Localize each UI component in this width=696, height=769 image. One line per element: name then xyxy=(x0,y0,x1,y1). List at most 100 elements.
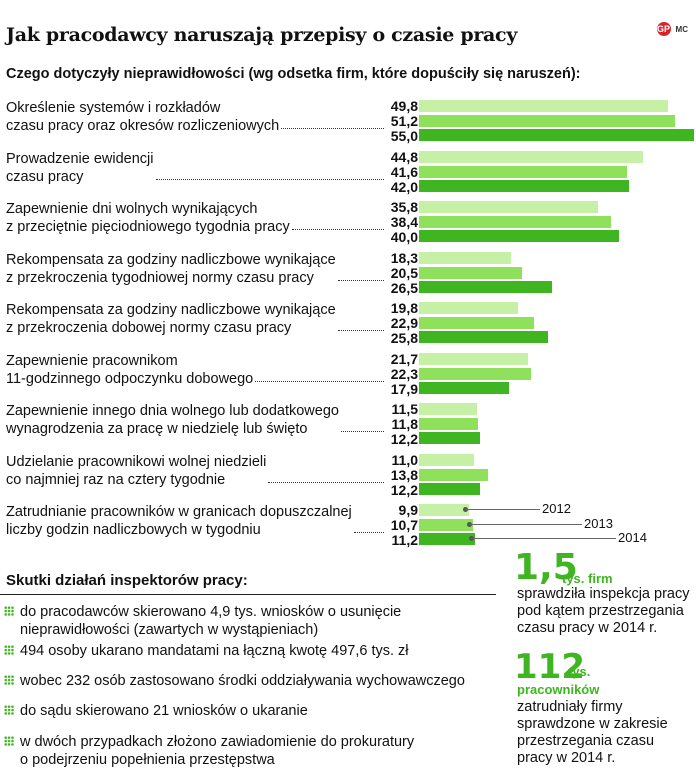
chart-row: Zatrudnianie pracowników w granicach dop… xyxy=(0,503,696,549)
dots-grid-icon xyxy=(4,736,14,746)
category-label: Zapewnienie innego dnia wolnego lub doda… xyxy=(6,402,339,438)
leader-dots xyxy=(337,330,384,331)
value-labels: 11,0 13,8 12,2 xyxy=(372,452,418,498)
stat-unit: tys. xyxy=(568,664,591,679)
legend-label-2014: 2014 xyxy=(618,530,647,545)
effect-text: 494 osoby ukarano mandatami na łączną kw… xyxy=(20,642,409,660)
value-labels: 19,8 22,9 25,8 xyxy=(372,301,418,346)
effect-text: wobec 232 osób zastosowano środki oddzia… xyxy=(20,672,465,690)
category-label-line2: co najmniej raz na cztery tygodnie xyxy=(6,471,226,488)
value-label-2013: 41,6 xyxy=(390,163,418,180)
chart-row: Zapewnienie innego dnia wolnego lub doda… xyxy=(0,402,696,448)
effect-text: do sądu skierowano 21 wniosków o ukarani… xyxy=(20,702,308,720)
bar-2014 xyxy=(419,129,694,141)
bar-2014 xyxy=(419,381,509,394)
category-label: Zatrudnianie pracowników w granicach dop… xyxy=(6,503,352,539)
value-labels: 18,3 20,5 26,5 xyxy=(372,249,418,296)
stat-desc-line: przestrzegania czasu xyxy=(517,733,655,749)
bar-2014 xyxy=(419,482,480,495)
stat-desc-line: pracy w 2014 r. xyxy=(517,750,616,766)
bar-2013 xyxy=(419,418,478,430)
bar-2013 xyxy=(419,165,627,178)
value-labels: 21,7 22,3 17,9 xyxy=(372,350,418,397)
category-label-line2: czasu pracy xyxy=(6,168,84,185)
legend-line-2012 xyxy=(464,509,540,510)
legend-line-2014 xyxy=(471,538,616,539)
leader-dots xyxy=(281,128,384,129)
bar-2013 xyxy=(419,317,534,329)
value-labels: 35,8 38,4 40,0 xyxy=(372,200,418,245)
value-label-2013: 10,7 xyxy=(390,517,418,533)
bar-2012 xyxy=(419,100,668,112)
bar-2014 xyxy=(419,533,475,545)
bar-2012 xyxy=(419,504,469,516)
value-label-2013: 22,9 xyxy=(390,315,418,331)
bar-2014 xyxy=(419,280,552,293)
value-label-2012: 44,8 xyxy=(390,148,418,165)
value-label-2013: 38,4 xyxy=(390,214,418,230)
value-label-2012: 11,5 xyxy=(391,401,418,417)
category-label-line1: Zapewnienie dni wolnych wynikających xyxy=(6,201,258,217)
category-label-line2: liczby godzin nadliczbowych w tygodniu xyxy=(6,522,261,538)
category-label-line2: z przekroczenia tygodniowej normy czasu … xyxy=(6,269,314,286)
category-label-line2: z przekroczenia dobowej normy czasu prac… xyxy=(6,320,292,336)
value-label-2014: 40,0 xyxy=(390,229,418,245)
chart-row: Zapewnienie dni wolnych wynikających z pr… xyxy=(0,200,696,246)
category-label-line1: Zapewnienie pracownikom xyxy=(6,352,178,369)
value-label-2013: 20,5 xyxy=(390,264,418,281)
leader-dots xyxy=(353,532,384,533)
category-label-line2: wynagrodzenia za pracę w niedzielę lub ś… xyxy=(6,421,308,437)
bar-2013 xyxy=(419,367,531,380)
leader-dots xyxy=(255,380,384,382)
value-label-2012: 49,8 xyxy=(390,98,418,114)
value-label-2012: 21,7 xyxy=(390,350,418,367)
legend-label-2012: 2012 xyxy=(542,501,571,516)
value-labels: 11,5 11,8 12,2 xyxy=(372,402,418,447)
value-labels: 9,9 10,7 11,2 xyxy=(372,503,418,548)
category-label-line1: Zatrudnianie pracowników w granicach dop… xyxy=(6,504,352,520)
bar-2012 xyxy=(419,352,528,365)
effect-text-line2: o podejrzeniu popełnienia przestępstwa xyxy=(20,752,275,768)
bar-2012 xyxy=(419,251,511,264)
chart-row: Rekompensata za godziny nadliczbowe wyni… xyxy=(0,301,696,347)
category-label-line1: Rekompensata za godziny nadliczbowe wyni… xyxy=(6,302,336,318)
category-label-line2: z przeciętnie pięciodniowego tygodnia pr… xyxy=(6,219,290,235)
legend-line-2013 xyxy=(468,524,582,525)
category-label: Rekompensata za godziny nadliczbowe wyni… xyxy=(6,251,336,287)
category-label: Prowadzenie ewidencji czasu pracy xyxy=(6,150,154,186)
stat-value: 112 xyxy=(514,647,585,687)
bar-2014 xyxy=(419,432,480,444)
bar-2012 xyxy=(419,403,477,415)
chart-row: Prowadzenie ewidencji czasu pracy 44,8 41,6… xyxy=(0,148,696,196)
value-label-2014: 25,8 xyxy=(390,330,418,346)
stat-desc-line: sprawdziła inspekcja pracy xyxy=(517,586,690,602)
dots-grid-icon xyxy=(4,645,14,655)
brand-logo: GP MC xyxy=(656,22,688,36)
chart-row: Zapewnienie pracownikom 11-godzinnego odp… xyxy=(0,350,696,398)
chart-row: Udzielanie pracownikowi wolnej niedzieli… xyxy=(0,452,696,499)
stat-unit-line2: pracowników xyxy=(517,682,600,697)
value-label-2012: 18,3 xyxy=(390,249,418,266)
value-label-2014: 11,2 xyxy=(391,532,418,548)
stat-desc-line: sprawdzone w zakresie xyxy=(517,716,668,732)
value-labels: 49,8 51,2 55,0 xyxy=(372,99,418,144)
chart-subtitle: Czego dotyczyły nieprawidłowości (wg ods… xyxy=(6,66,581,82)
stat-unit: tys. firm xyxy=(562,571,613,586)
effects-divider xyxy=(0,594,496,595)
effect-text-line1: 494 osoby ukarano mandatami na łączną kw… xyxy=(20,643,409,659)
effect-text: do pracodawców skierowano 4,9 tys. wnios… xyxy=(20,603,401,639)
value-label-2014: 26,5 xyxy=(390,279,418,296)
dots-grid-icon xyxy=(4,675,14,685)
effects-title: Skutki działań inspektorów pracy: xyxy=(6,572,248,589)
bar-2012 xyxy=(419,201,598,213)
category-label-line1: Prowadzenie ewidencji xyxy=(6,150,154,167)
stat-desc-line: czasu pracy w 2014 r. xyxy=(517,620,658,636)
category-label-line1: Rekompensata za godziny nadliczbowe wyni… xyxy=(6,251,336,268)
brand-mark-mc: MC xyxy=(675,24,688,34)
category-label: Udzielanie pracownikowi wolnej niedzieli… xyxy=(6,453,266,489)
value-labels: 44,8 41,6 42,0 xyxy=(372,148,418,195)
leader-dots xyxy=(291,229,384,230)
value-label-2014: 12,2 xyxy=(390,481,418,498)
value-label-2014: 42,0 xyxy=(390,178,418,195)
category-label-line1: Udzielanie pracownikowi wolnej niedzieli xyxy=(6,453,267,470)
